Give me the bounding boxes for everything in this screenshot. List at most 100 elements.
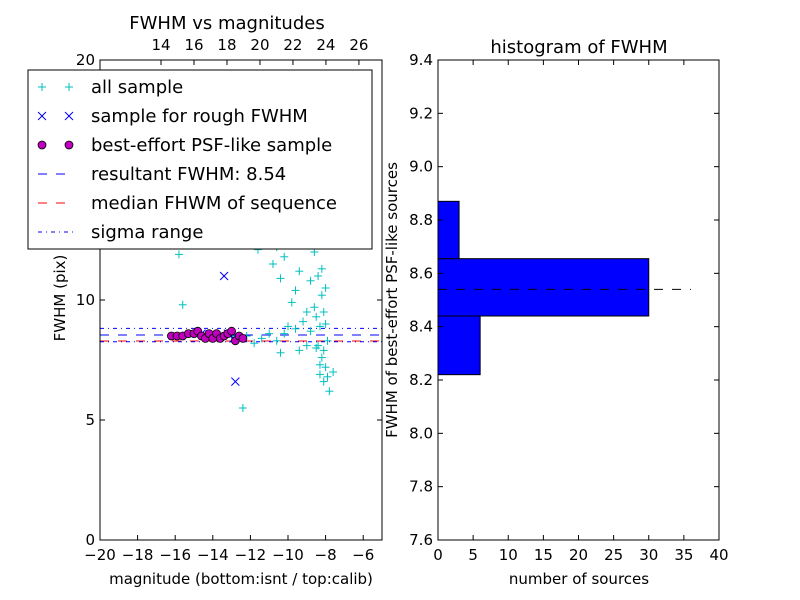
legend-label: resultant FWHM: 8.54 — [91, 164, 286, 185]
x-tick-label: −6 — [352, 546, 374, 564]
top-x-tick-label: 24 — [316, 36, 335, 54]
plus-marker — [291, 324, 300, 333]
plus-marker — [312, 312, 321, 321]
x-tick-label: 30 — [639, 546, 658, 564]
plus-marker — [302, 308, 311, 316]
plus-marker — [257, 334, 266, 343]
scatter-legend: all sample sample for rough FWHM best-effo… — [27, 69, 373, 250]
scatter-plot-frame — [99, 59, 383, 541]
plus-marker — [321, 363, 330, 372]
y-tick-label: 7.6 — [409, 531, 433, 549]
x-tick-label: 5 — [468, 546, 478, 564]
x-tick-label: −14 — [197, 546, 229, 564]
x-marker — [219, 271, 229, 281]
plus-marker — [317, 291, 326, 300]
plus-marker — [280, 252, 289, 261]
plus-marker — [295, 346, 304, 355]
plus-marker — [306, 276, 315, 285]
legend-entry: sample for rough FWHM — [37, 106, 308, 127]
legend-entry: all sample — [38, 77, 183, 98]
plus-marker — [319, 308, 328, 316]
y-tick-label: 8.2 — [409, 371, 433, 389]
top-x-tick-label: 18 — [217, 36, 236, 54]
scatter-reference-lines — [100, 327, 382, 343]
plus-marker — [321, 320, 330, 328]
histogram-title: histogram of FWHM — [490, 37, 667, 58]
plus-marker — [323, 372, 332, 381]
x-tick-label: −20 — [84, 546, 116, 564]
histogram-panel: 0 5 10 15 20 25 30 35 40 7.6 7.8 8.0 8.2 8.4 8.6 8.8 9.0… — [383, 37, 729, 588]
y-tick-label: 9.4 — [409, 51, 433, 69]
plus-marker — [319, 377, 328, 386]
x-tick-label: 35 — [674, 546, 693, 564]
plus-marker — [284, 322, 292, 331]
scatter-x-axis-label: magnitude (bottom:isnt / top:calib) — [109, 570, 373, 588]
legend-label: sigma range — [91, 222, 203, 243]
y-tick-label: 0 — [85, 531, 95, 549]
plus-marker — [317, 353, 326, 362]
plus-marker — [287, 298, 296, 307]
plus-marker — [291, 286, 300, 295]
y-tick-label: 10 — [76, 291, 95, 309]
scatter-title: FWHM vs magnitudes — [129, 13, 324, 34]
legend-label: median FHWM of sequence — [91, 193, 337, 214]
plus-marker — [276, 348, 285, 357]
x-tick-label: −16 — [159, 546, 191, 564]
x-marker — [37, 111, 47, 121]
plus-marker — [317, 264, 326, 273]
top-x-tick-label: 16 — [184, 36, 203, 54]
plus-marker — [174, 250, 183, 259]
legend-label: all sample — [91, 77, 183, 98]
x-tick-label: 40 — [709, 546, 728, 564]
y-tick-label: 8.8 — [409, 211, 433, 229]
plus-marker — [299, 317, 308, 326]
circle-marker — [227, 326, 237, 336]
plus-marker — [302, 341, 311, 350]
x-tick-label: 10 — [499, 546, 518, 564]
circle-marker — [238, 333, 248, 343]
plus-marker — [306, 327, 315, 336]
plus-marker — [65, 83, 73, 91]
x-tick-label: −10 — [272, 546, 304, 564]
plus-marker — [265, 329, 274, 338]
plus-marker — [319, 346, 328, 355]
y-tick-label: 7.8 — [409, 478, 433, 496]
plus-marker — [315, 322, 324, 331]
y-tick-label: 8.0 — [409, 424, 433, 442]
circle-marker — [37, 140, 47, 150]
plus-marker — [312, 344, 321, 352]
plus-marker — [329, 368, 338, 376]
legend-label: sample for rough FWHM — [91, 106, 308, 127]
x-tick-label: −18 — [122, 546, 154, 564]
legend-entry: best-effort PSF-like sample — [37, 135, 332, 156]
x-tick-label: 0 — [433, 546, 443, 564]
scatter-y-axis-label: FWHM (pix) — [51, 255, 69, 342]
x-tick-label: 25 — [604, 546, 623, 564]
y-tick-label: 20 — [76, 51, 95, 69]
histogram-ticks: 0 5 10 15 20 25 30 35 40 7.6 7.8 8.0 8.2 8.4 8.6 8.8 9.0… — [409, 51, 728, 564]
plus-marker — [315, 370, 324, 379]
top-x-tick-label: 20 — [250, 36, 269, 54]
plus-marker — [238, 404, 247, 412]
x-tick-label: −8 — [315, 546, 337, 564]
plus-marker — [321, 284, 330, 292]
plus-marker — [38, 83, 46, 91]
plus-marker — [325, 387, 334, 396]
legend-entry: sigma range — [38, 222, 203, 243]
x-tick-label: −12 — [235, 546, 267, 564]
histogram-bar — [437, 200, 460, 260]
legend-entry: resultant FWHM: 8.54 — [38, 164, 286, 185]
plus-marker — [315, 360, 324, 369]
legend-items: all sample sample for rough FWHM best-effo… — [37, 77, 337, 243]
plus-marker — [280, 329, 289, 338]
scatter-ticks: −20 −18 −16 −14 −12 −10 −8 −6 0 5 10 20 14 16 18 20 22 24… — [76, 36, 382, 564]
plus-marker — [178, 300, 187, 309]
x-marker — [64, 111, 74, 121]
y-tick-label: 9.2 — [409, 104, 433, 122]
histogram-bars — [437, 200, 650, 376]
histogram-bar — [437, 315, 481, 376]
histogram-x-axis-label: number of sources — [509, 570, 649, 588]
plus-marker — [268, 260, 277, 268]
histogram-y-axis-label: FWHM of best-effort PSF-like sources — [383, 162, 401, 438]
